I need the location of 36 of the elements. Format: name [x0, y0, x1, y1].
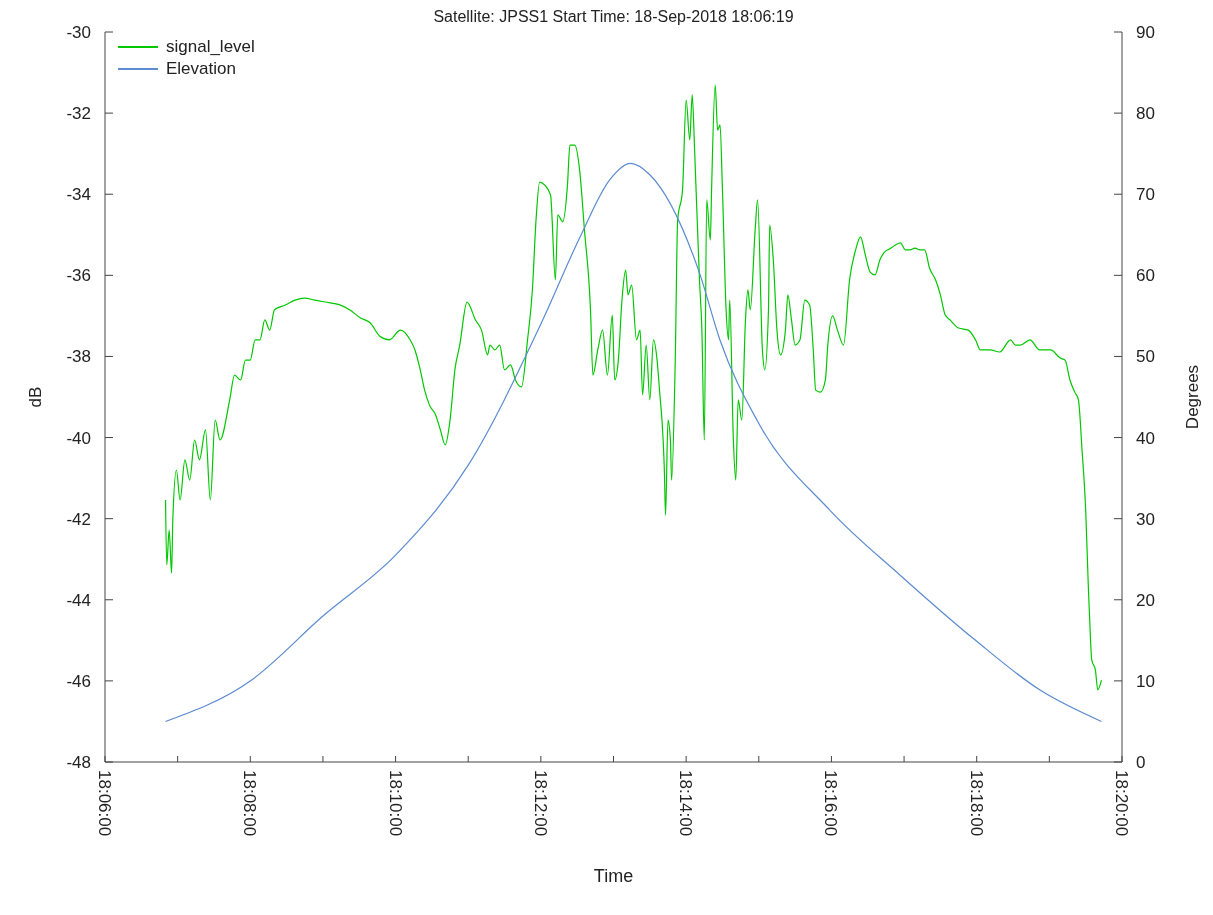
- x-tick-label: 18:06:00: [95, 770, 114, 837]
- y2-tick-label: 90: [1136, 23, 1155, 43]
- y-tick-label: -40: [66, 428, 91, 448]
- y2-tick-label: 0: [1136, 753, 1146, 773]
- y-tick-label: -30: [66, 23, 91, 43]
- y-tick-label: -36: [66, 266, 91, 286]
- y-tick-label: -38: [66, 347, 91, 367]
- y2-tick-label: 10: [1136, 671, 1155, 691]
- line-series: [164, 84, 1103, 691]
- x-axis-title: Time: [592, 866, 635, 887]
- y-tick-label: -44: [66, 590, 91, 610]
- y-tick-label: -34: [66, 185, 91, 205]
- legend-label: signal_level: [166, 37, 255, 57]
- y2-tick-label: 60: [1136, 266, 1155, 286]
- x-tick-label: 18:12:00: [530, 770, 550, 837]
- y2-axis-title: Degrees: [1183, 364, 1203, 430]
- legend-label: Elevation: [166, 59, 236, 79]
- x-tick-label: 18:10:00: [385, 770, 405, 837]
- x-tick-label: 18:20:00: [1112, 770, 1131, 837]
- x-tick-label: 18:14:00: [676, 770, 696, 837]
- y2-tick-label: 70: [1136, 185, 1155, 205]
- y2-tick-label: 80: [1136, 104, 1155, 124]
- chart-title: Satellite: JPSS1 Start Time: 18-Sep-2018 18:06:19: [432, 8, 795, 26]
- y-tick-label: -32: [66, 104, 91, 124]
- x-tick-label: 18:16:00: [821, 770, 841, 837]
- line-series: [164, 162, 1103, 723]
- y-tick-label: -42: [66, 509, 91, 529]
- y2-tick-label: 30: [1136, 509, 1155, 529]
- x-tick-label: 18:08:00: [240, 770, 260, 837]
- y2-tick-label: 40: [1136, 428, 1155, 448]
- y-tick-label: -46: [66, 671, 91, 691]
- y2-tick-label: 20: [1136, 590, 1155, 610]
- x-tick-label: 18:18:00: [966, 770, 986, 837]
- y-axis-title: dB: [26, 386, 46, 408]
- y-tick-label: -48: [66, 753, 91, 773]
- y2-tick-label: 50: [1136, 347, 1155, 367]
